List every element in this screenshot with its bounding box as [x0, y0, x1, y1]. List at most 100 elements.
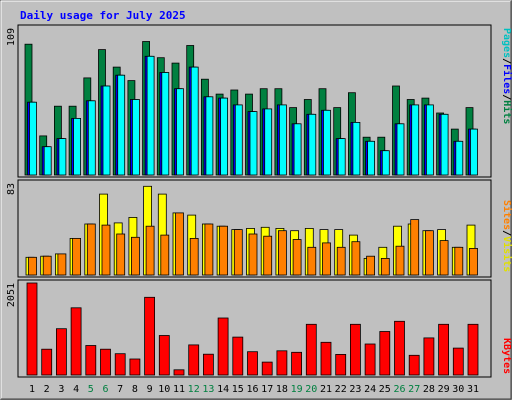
kbytes-bar: [114, 353, 126, 376]
sites-bar: [130, 236, 140, 276]
kbytes-bar: [335, 353, 347, 376]
kbytes-bar: [129, 358, 141, 376]
sites-bar: [292, 239, 302, 276]
sites-bar: [277, 230, 287, 276]
kbytes-bar: [261, 361, 273, 376]
pages-bar: [293, 123, 302, 176]
kbytes-bar: [158, 335, 170, 376]
pages-bar: [381, 150, 390, 176]
x-tick-label: 12: [188, 384, 200, 395]
kbytes-bar: [291, 351, 303, 376]
kbytes-bar: [408, 354, 420, 376]
kbytes-bar: [41, 348, 53, 376]
y-max-label-hits: 109: [6, 28, 17, 46]
sites-bar: [86, 223, 96, 276]
sites-bar: [263, 235, 273, 276]
pages-bar: [425, 104, 434, 176]
sites-bar: [424, 230, 434, 276]
sites-bar: [101, 224, 111, 276]
sites-bar: [469, 247, 478, 276]
x-tick-label: 9: [147, 384, 153, 395]
kbytes-bar: [364, 343, 376, 376]
sites-bar: [336, 246, 346, 276]
x-tick-label: 22: [335, 384, 347, 395]
x-axis-labels: 1 2 3 4 5 6 7 8 9 10 11 12 13 14 15 16 17 18 19 20 21 22 23 24 2…: [29, 384, 479, 395]
sites-bar: [351, 241, 361, 276]
kbytes-bar: [467, 323, 479, 376]
pages-bar: [190, 66, 199, 176]
legend-kbytes: KBytes: [501, 338, 512, 374]
kbytes-bar: [247, 351, 258, 376]
x-tick-label: 1: [29, 384, 35, 395]
pages-bar: [234, 104, 243, 176]
legend-hits: Hits: [501, 100, 512, 124]
kbytes-bar: [438, 323, 450, 376]
sites-bar: [322, 242, 331, 276]
pages-bar: [470, 128, 478, 176]
x-tick-label: 11: [173, 384, 185, 395]
x-tick-label: 10: [158, 384, 170, 395]
sites-bar: [57, 253, 67, 276]
x-tick-label: 31: [467, 384, 479, 395]
kbytes-bar: [100, 348, 111, 376]
x-tick-label: 4: [73, 384, 79, 395]
pages-bar: [220, 97, 229, 176]
x-tick-label: 26: [393, 384, 405, 395]
pages-bar: [249, 111, 258, 176]
kbytes-bar: [452, 347, 464, 376]
pages-bar: [367, 140, 376, 176]
kbytes-bar: [379, 331, 391, 376]
x-tick-label: 8: [132, 384, 138, 395]
pages-bar: [337, 138, 346, 176]
y-max-label-visits: 83: [6, 183, 17, 195]
kbytes-bar: [320, 341, 332, 376]
kbytes-bar: [70, 307, 82, 376]
pages-bar: [58, 138, 67, 176]
sites-bar: [307, 246, 317, 276]
sites-bar: [72, 237, 81, 276]
kbytes-bar: [144, 296, 156, 376]
x-tick-label: 19: [291, 384, 303, 395]
kbytes-bar: [276, 350, 288, 376]
sites-bar: [380, 257, 390, 276]
pages-bar: [264, 108, 273, 176]
pages-bar: [43, 146, 52, 176]
legend-pages: Pages: [501, 28, 512, 58]
x-tick-label: 30: [452, 384, 464, 395]
x-tick-label: 6: [102, 384, 108, 395]
x-tick-label: 29: [438, 384, 450, 395]
x-tick-label: 13: [202, 384, 214, 395]
x-tick-label: 16: [246, 384, 258, 395]
y-max-label-kbytes: 2051: [6, 283, 17, 307]
x-tick-label: 14: [217, 384, 229, 395]
sites-bar: [219, 225, 229, 276]
kbytes-bar: [26, 282, 38, 376]
pages-bar: [73, 118, 81, 176]
sites-bar: [175, 212, 184, 276]
x-tick-label: 28: [423, 384, 435, 395]
pages-bar: [205, 96, 214, 176]
chart-title: Daily usage for July 2025: [20, 9, 186, 22]
x-tick-label: 3: [58, 384, 64, 395]
kbytes-bar: [305, 323, 317, 376]
sites-bar: [410, 219, 420, 276]
pages-bar: [131, 99, 140, 176]
pages-bar: [411, 104, 420, 176]
sites-bar: [248, 233, 258, 276]
sites-bar: [454, 246, 464, 276]
x-tick-label: 5: [88, 384, 94, 395]
pages-bar: [278, 104, 287, 176]
x-tick-label: 24: [364, 384, 376, 395]
x-tick-label: 15: [232, 384, 244, 395]
legend-sites-visits: Sites/Visits: [501, 200, 512, 272]
legend-sep-1: /: [501, 58, 512, 64]
sites-bar: [116, 233, 126, 276]
sites-bar: [42, 255, 52, 276]
kbytes-bar: [349, 323, 361, 376]
x-tick-label: 7: [117, 384, 123, 395]
kbytes-bar: [56, 328, 67, 376]
sites-bar: [145, 225, 155, 276]
pages-bar: [117, 74, 126, 176]
x-tick-label: 23: [349, 384, 361, 395]
kbytes-bar: [85, 345, 97, 376]
